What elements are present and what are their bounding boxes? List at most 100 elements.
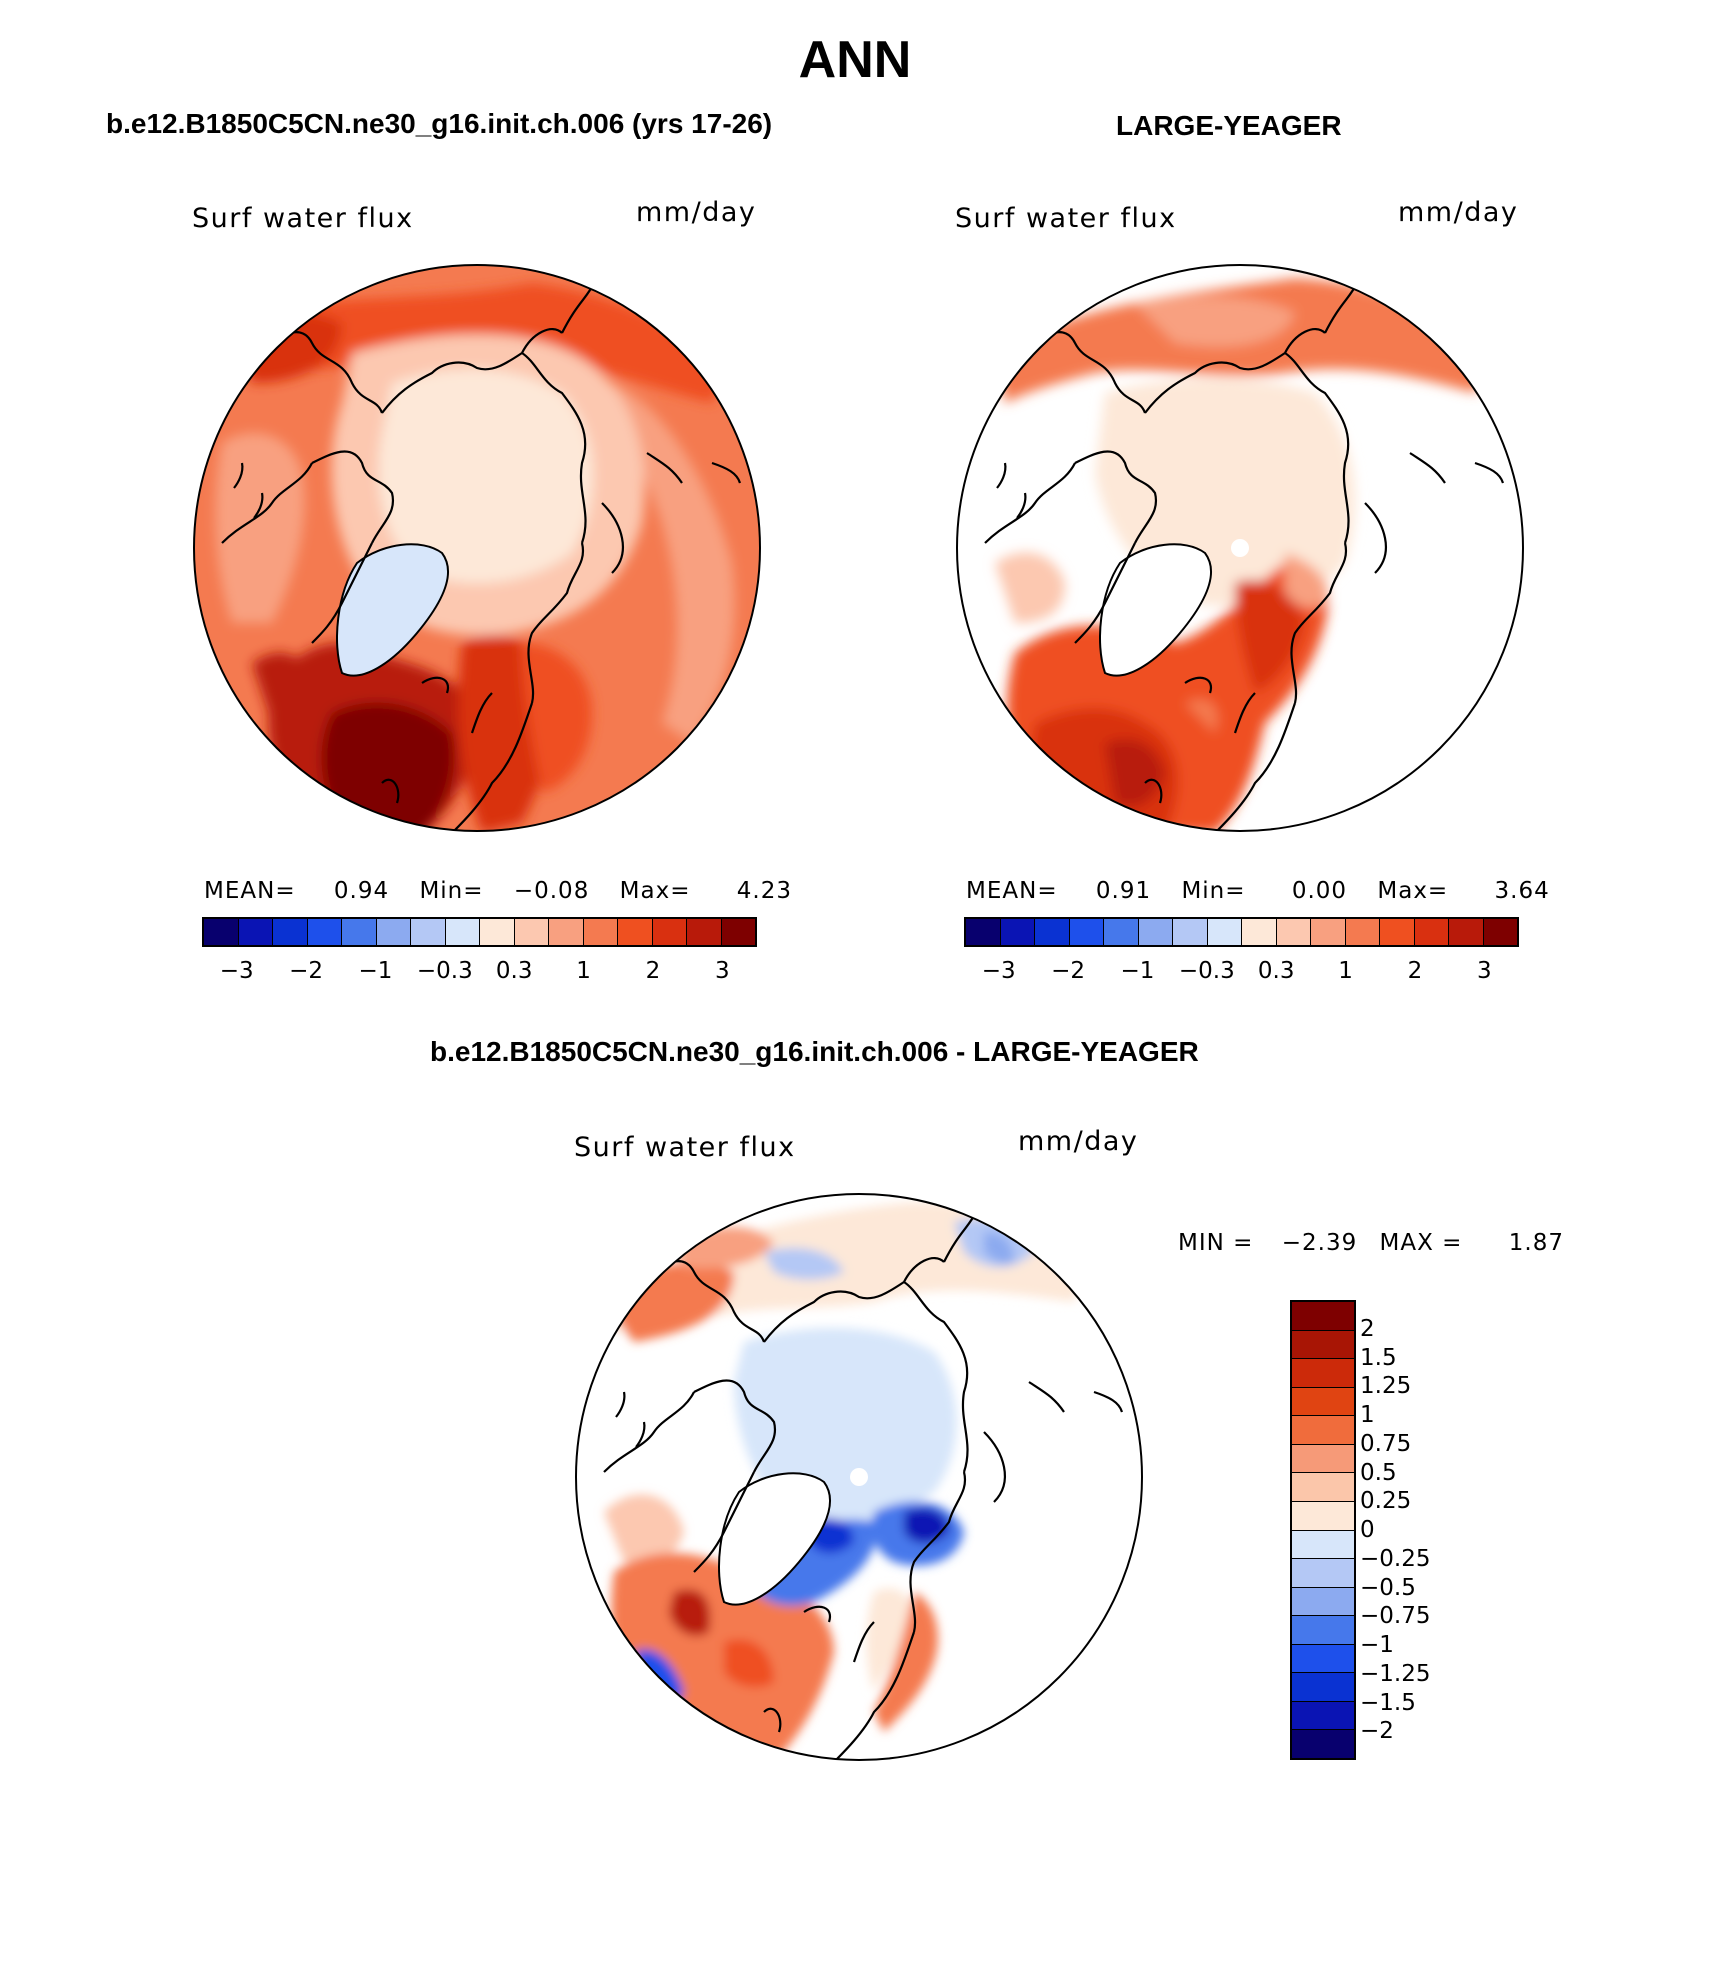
colorbar-diff-swatch (1292, 1387, 1354, 1417)
min-label: Min= (1181, 878, 1246, 904)
colorbar-diff-ticks: 2 1.5 1.25 1 0.75 0.5 0.25 0 −0.25 −0.5 −0.75 −1 −1.… (1360, 1300, 1480, 1760)
colorbar-obs-tick-label: −1 (1120, 958, 1155, 984)
page-title: ANN (798, 31, 912, 89)
colorbar-model-ticks: −3 −2 −1 −0.3 0.3 1 2 3 (202, 958, 757, 988)
colorbar-obs-swatch (1173, 919, 1208, 945)
colorbar-diff-swatch (1292, 1616, 1354, 1645)
colorbar-diff-tick-label: 1.5 (1360, 1344, 1397, 1371)
colorbar-obs-swatch (1483, 919, 1517, 945)
colorbar-obs-swatch (1207, 919, 1242, 945)
min-value: −0.08 (513, 878, 590, 904)
colorbar-diff-swatch (1292, 1302, 1354, 1331)
colorbar-model-tick-label: 2 (645, 958, 661, 984)
colorbar-model-swatch (204, 919, 239, 945)
max-label: MAX = (1379, 1230, 1463, 1256)
panel-model-variable-label: Surf water flux (192, 203, 414, 234)
colorbar-obs-tick-label: 0.3 (1257, 958, 1295, 984)
colorbar-obs-tick-label: −2 (1051, 958, 1086, 984)
colorbar-diff-tick-label: 1.25 (1360, 1373, 1412, 1400)
polar-map-diff (575, 1193, 1143, 1761)
colorbar-diff-swatch (1292, 1330, 1354, 1360)
colorbar-model-swatch (480, 919, 515, 945)
colorbar-model-swatch (307, 919, 342, 945)
min-value: 0.00 (1291, 878, 1348, 904)
colorbar-model-swatch (549, 919, 584, 945)
colorbar-diff-swatch (1292, 1473, 1354, 1502)
min-label: Min= (419, 878, 484, 904)
colorbar-diff-swatch (1292, 1673, 1354, 1702)
panel-diff-variable-label: Surf water flux (574, 1132, 796, 1163)
max-value: 3.64 (1494, 878, 1550, 904)
colorbar-diff-tick-label: 0.5 (1360, 1459, 1397, 1486)
colorbar-model-swatch (721, 919, 755, 945)
colorbar-diff-swatch (1292, 1559, 1354, 1588)
min-value: −2.39 (1281, 1230, 1358, 1256)
colorbar-model-swatch (445, 919, 480, 945)
colorbar-diff-tick-label: 0.25 (1360, 1488, 1412, 1515)
min-label: MIN = (1178, 1230, 1254, 1256)
colorbar-model-swatch (514, 919, 549, 945)
colorbar-obs (964, 917, 1519, 947)
colorbar-diff-swatch (1292, 1444, 1354, 1474)
colorbar-obs-swatch (1380, 919, 1415, 945)
colorbar-obs-swatch (1345, 919, 1380, 945)
panel-diff-units-label: mm/day (1018, 1126, 1139, 1157)
panel-diff-stats: MIN = −2.39 MAX = 1.87 (1178, 1230, 1564, 1256)
colorbar-obs-swatch (1035, 919, 1070, 945)
colorbar-model (202, 917, 757, 947)
colorbar-diff-tick-label: 1 (1360, 1402, 1375, 1428)
colorbar-diff-swatch (1292, 1730, 1354, 1758)
colorbar-diff-tick-label: −0.75 (1360, 1603, 1431, 1630)
panel-model-units-label: mm/day (636, 197, 757, 228)
colorbar-model-tick-label: −1 (358, 958, 393, 984)
colorbar-model-tick-label: 0.3 (495, 958, 533, 984)
colorbar-diff-tick-label: 0.75 (1360, 1430, 1412, 1457)
colorbar-diff-tick-label: 2 (1360, 1315, 1375, 1342)
mean-value: 0.91 (1095, 878, 1152, 904)
panel-model-stats: MEAN= 0.94 Min= −0.08 Max= 4.23 (204, 878, 792, 904)
mean-value: 0.94 (333, 878, 390, 904)
colorbar-model-tick-label: −3 (219, 958, 254, 984)
colorbar-diff-swatch (1292, 1701, 1354, 1731)
colorbar-diff-tick-label: −0.5 (1360, 1574, 1416, 1601)
colorbar-obs-swatch (1311, 919, 1346, 945)
colorbar-diff-swatch (1292, 1416, 1354, 1445)
colorbar-obs-tick-label: 2 (1407, 958, 1423, 984)
polar-map-model (193, 264, 761, 832)
colorbar-obs-tick-label: 3 (1476, 958, 1492, 984)
panel-obs-variable-label: Surf water flux (955, 203, 1177, 234)
colorbar-model-swatch (411, 919, 446, 945)
colorbar-diff-tick-label: −0.25 (1360, 1545, 1431, 1572)
colorbar-obs-swatch (1104, 919, 1139, 945)
panel-obs-stats: MEAN= 0.91 Min= 0.00 Max= 3.64 (966, 878, 1550, 904)
polar-map-obs (956, 264, 1524, 832)
colorbar-model-swatch (652, 919, 687, 945)
mean-label: MEAN= (966, 878, 1058, 904)
colorbar-diff-swatch (1292, 1587, 1354, 1617)
colorbar-diff-swatch (1292, 1530, 1354, 1560)
colorbar-diff-tick-label: −1.5 (1360, 1689, 1416, 1716)
colorbar-obs-tick-label: −3 (981, 958, 1016, 984)
colorbar-diff-tick-label: −2 (1360, 1718, 1394, 1745)
colorbar-diff-swatch (1292, 1359, 1354, 1388)
colorbar-model-tick-label: 1 (576, 958, 591, 984)
colorbar-obs-swatch (1414, 919, 1449, 945)
colorbar-diff (1290, 1300, 1356, 1760)
colorbar-obs-swatch (1276, 919, 1311, 945)
colorbar-obs-swatch (1242, 919, 1277, 945)
colorbar-diff-tick-label: −1.25 (1360, 1660, 1431, 1687)
panel-diff-title: b.e12.B1850C5CN.ne30_g16.init.ch.006 - L… (430, 1036, 1199, 1067)
colorbar-model-swatch (618, 919, 653, 945)
colorbar-diff-tick-label: 0 (1360, 1517, 1375, 1543)
colorbar-model-swatch (583, 919, 618, 945)
colorbar-model-tick-label: 3 (714, 958, 730, 984)
max-value: 1.87 (1508, 1230, 1564, 1256)
colorbar-obs-swatch (1138, 919, 1173, 945)
colorbar-obs-ticks: −3 −2 −1 −0.3 0.3 1 2 3 (964, 958, 1519, 988)
colorbar-model-swatch (687, 919, 722, 945)
colorbar-obs-tick-label: −0.3 (1178, 958, 1235, 984)
panel-model-title: b.e12.B1850C5CN.ne30_g16.init.ch.006 (yr… (106, 108, 773, 139)
colorbar-model-swatch (273, 919, 308, 945)
colorbar-model-swatch (238, 919, 273, 945)
colorbar-model-swatch (376, 919, 411, 945)
